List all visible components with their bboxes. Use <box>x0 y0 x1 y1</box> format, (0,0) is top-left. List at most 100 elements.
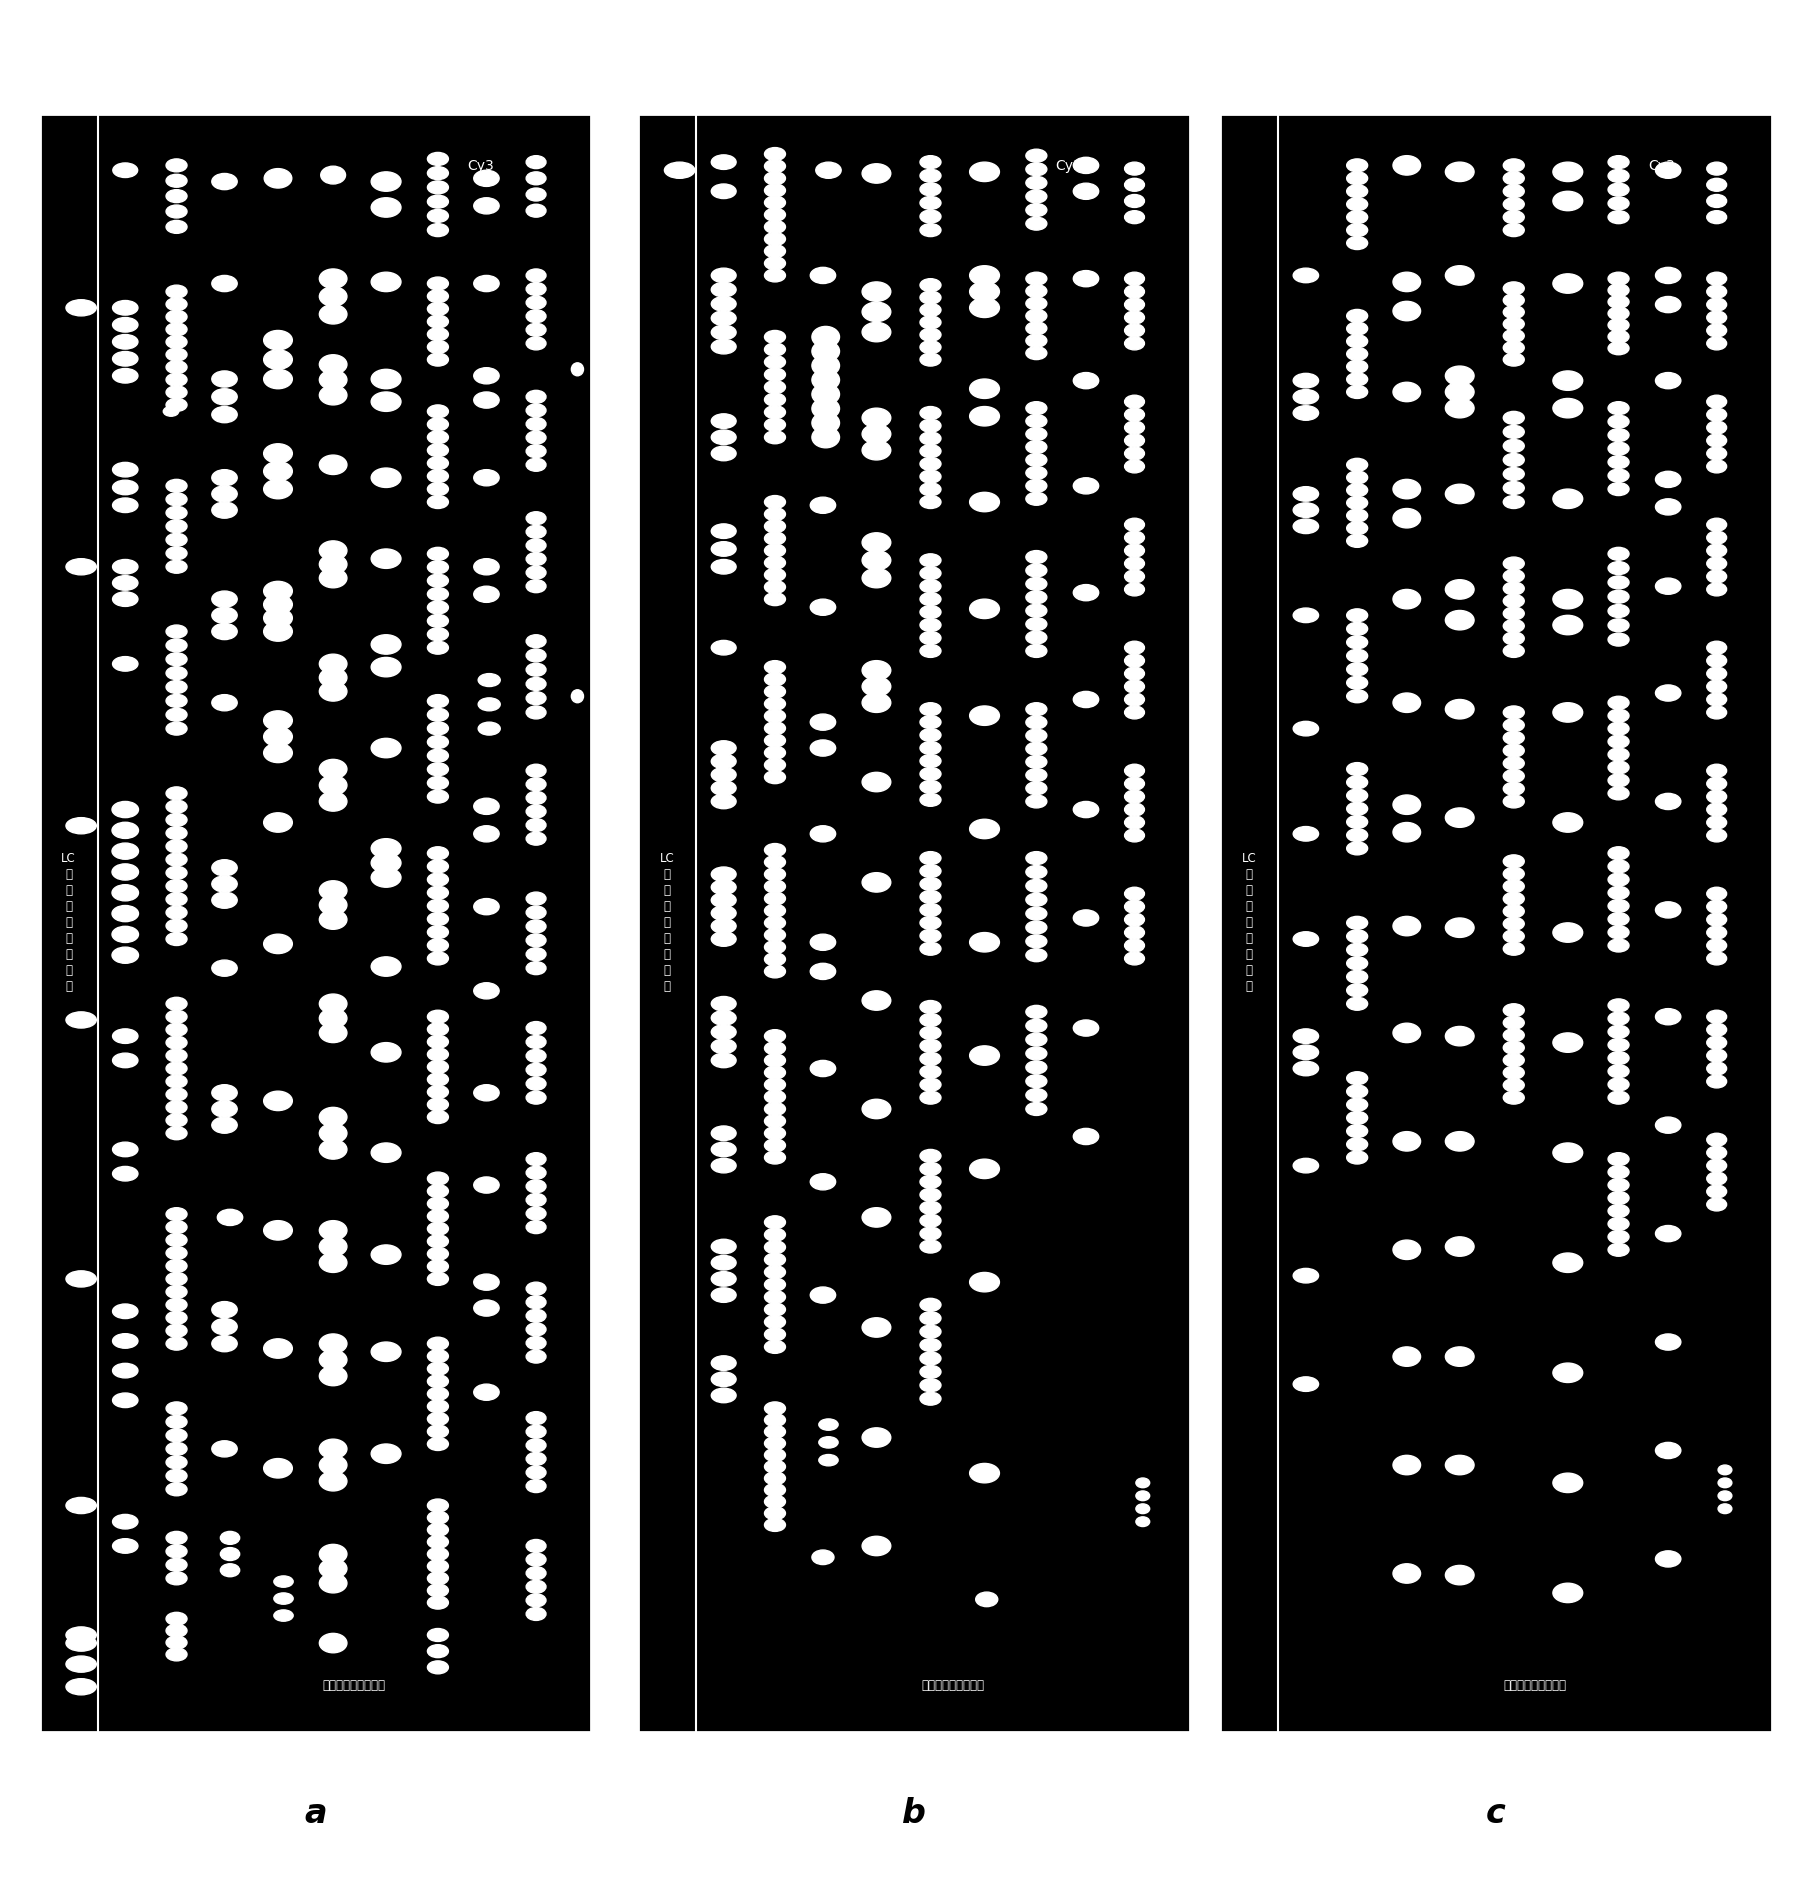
Ellipse shape <box>764 1291 784 1304</box>
Ellipse shape <box>810 740 835 755</box>
Ellipse shape <box>526 403 546 416</box>
Ellipse shape <box>426 1401 448 1412</box>
Ellipse shape <box>1025 335 1046 346</box>
Ellipse shape <box>320 568 347 589</box>
Ellipse shape <box>370 273 401 292</box>
Ellipse shape <box>526 1567 546 1579</box>
Ellipse shape <box>320 1634 347 1653</box>
Ellipse shape <box>526 1480 546 1492</box>
Ellipse shape <box>166 893 186 905</box>
Ellipse shape <box>426 939 448 952</box>
Ellipse shape <box>426 912 448 926</box>
Text: LC
生
物
公
司
质
控
探
针: LC 生 物 公 司 质 控 探 针 <box>1241 852 1256 994</box>
Ellipse shape <box>1606 184 1628 197</box>
Ellipse shape <box>920 483 940 496</box>
Ellipse shape <box>1025 729 1046 742</box>
Ellipse shape <box>526 1049 546 1062</box>
Ellipse shape <box>1292 390 1317 403</box>
Ellipse shape <box>1502 329 1523 343</box>
Ellipse shape <box>710 907 735 920</box>
Ellipse shape <box>1606 295 1628 309</box>
Ellipse shape <box>526 663 546 676</box>
Ellipse shape <box>1391 1564 1420 1583</box>
Ellipse shape <box>320 681 347 700</box>
Ellipse shape <box>370 956 401 977</box>
Ellipse shape <box>526 833 546 844</box>
Ellipse shape <box>166 1024 186 1035</box>
Ellipse shape <box>264 1221 293 1240</box>
Ellipse shape <box>1552 589 1581 610</box>
Ellipse shape <box>1025 273 1046 286</box>
Ellipse shape <box>1346 485 1366 496</box>
Ellipse shape <box>426 1388 448 1401</box>
Ellipse shape <box>1391 589 1420 610</box>
Ellipse shape <box>426 587 448 600</box>
Ellipse shape <box>764 746 784 759</box>
Ellipse shape <box>526 1310 546 1323</box>
Ellipse shape <box>166 1221 186 1234</box>
Ellipse shape <box>1606 456 1628 469</box>
Ellipse shape <box>1124 570 1144 583</box>
Ellipse shape <box>1135 1492 1149 1501</box>
Ellipse shape <box>1502 305 1523 318</box>
Ellipse shape <box>1124 912 1144 926</box>
Ellipse shape <box>1706 297 1726 310</box>
Ellipse shape <box>1502 619 1523 632</box>
Ellipse shape <box>526 445 546 458</box>
Ellipse shape <box>1346 776 1366 789</box>
Ellipse shape <box>166 1312 186 1325</box>
Ellipse shape <box>320 286 347 307</box>
Ellipse shape <box>273 1592 293 1603</box>
Ellipse shape <box>1346 496 1366 509</box>
Ellipse shape <box>1292 1376 1317 1391</box>
Ellipse shape <box>862 678 891 697</box>
Ellipse shape <box>1502 782 1523 795</box>
Ellipse shape <box>473 170 499 186</box>
Ellipse shape <box>1706 816 1726 829</box>
Ellipse shape <box>1346 689 1366 702</box>
Ellipse shape <box>1606 307 1628 320</box>
Ellipse shape <box>1706 1159 1726 1172</box>
Ellipse shape <box>1502 159 1523 172</box>
Ellipse shape <box>1502 282 1523 295</box>
Ellipse shape <box>526 818 546 831</box>
Ellipse shape <box>1346 386 1366 398</box>
Ellipse shape <box>426 483 448 496</box>
Ellipse shape <box>112 842 139 859</box>
Ellipse shape <box>1025 189 1046 203</box>
Ellipse shape <box>1025 551 1046 564</box>
Ellipse shape <box>166 801 186 814</box>
Ellipse shape <box>710 541 735 557</box>
Ellipse shape <box>1706 420 1726 433</box>
Ellipse shape <box>526 1077 546 1090</box>
Ellipse shape <box>1552 191 1581 210</box>
Ellipse shape <box>920 619 940 632</box>
Ellipse shape <box>1606 721 1628 734</box>
Ellipse shape <box>426 1660 448 1673</box>
Ellipse shape <box>526 1295 546 1308</box>
Text: b: b <box>902 1796 925 1831</box>
Ellipse shape <box>1025 922 1046 933</box>
Ellipse shape <box>1502 856 1523 867</box>
Ellipse shape <box>1444 1026 1473 1045</box>
Ellipse shape <box>211 174 237 189</box>
Ellipse shape <box>764 418 784 432</box>
Ellipse shape <box>264 812 293 833</box>
Ellipse shape <box>112 1304 137 1319</box>
Ellipse shape <box>1606 859 1628 873</box>
Ellipse shape <box>1706 888 1726 901</box>
Ellipse shape <box>920 445 940 458</box>
Ellipse shape <box>211 469 237 487</box>
Ellipse shape <box>320 1335 347 1353</box>
Ellipse shape <box>764 1278 784 1291</box>
Ellipse shape <box>426 1412 448 1425</box>
Ellipse shape <box>1124 396 1144 409</box>
Ellipse shape <box>1346 223 1366 237</box>
Ellipse shape <box>166 1456 186 1469</box>
Ellipse shape <box>710 155 735 168</box>
Ellipse shape <box>526 1166 546 1179</box>
Ellipse shape <box>920 1039 940 1053</box>
Ellipse shape <box>211 1102 237 1117</box>
Ellipse shape <box>1706 460 1726 473</box>
Ellipse shape <box>1706 693 1726 706</box>
